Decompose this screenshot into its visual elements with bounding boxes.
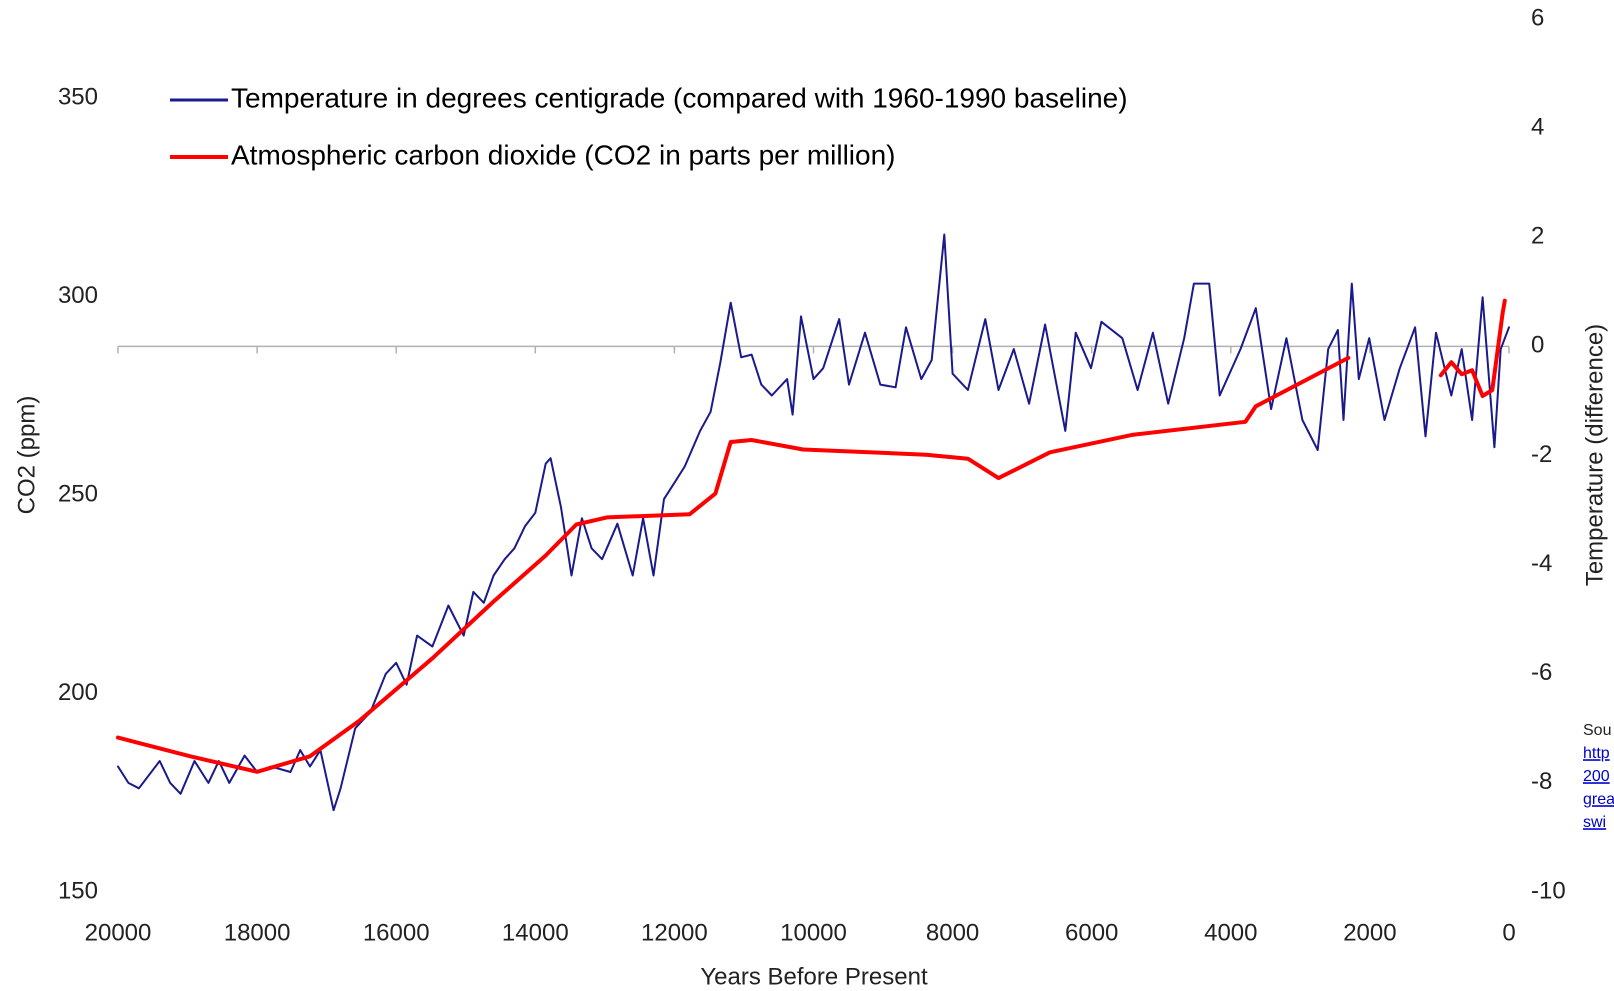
y2-axis-title: Temperature (difference) [1581, 324, 1608, 586]
y-tick-label: 250 [58, 481, 98, 508]
x-axis-title: Years Before Present [700, 963, 928, 990]
x-tick-label: 10000 [780, 919, 847, 946]
y2-tick-label: 6 [1531, 4, 1544, 31]
x-tick-label: 12000 [641, 919, 708, 946]
y2-tick-label: -4 [1531, 550, 1552, 577]
source-link[interactable]: swi [1583, 814, 1606, 831]
y2-tick-label: 2 [1531, 223, 1544, 250]
y2-tick-label: 4 [1531, 113, 1544, 140]
y-tick-label: 350 [58, 84, 98, 111]
data-line [117, 233, 1510, 812]
x-tick-label: 8000 [926, 919, 979, 946]
y-tick-label: 300 [58, 282, 98, 309]
y-tick-label: 150 [58, 877, 98, 904]
x-tick-label: 2000 [1343, 919, 1396, 946]
x-tick-label: 4000 [1204, 919, 1257, 946]
legend-label: Atmospheric carbon dioxide (CO2 in parts… [231, 139, 896, 170]
source-link[interactable]: http [1583, 745, 1610, 762]
x-tick-label: 6000 [1065, 919, 1118, 946]
y2-tick-label: 0 [1531, 332, 1544, 359]
y2-tick-label: -10 [1531, 877, 1566, 904]
x-tick-label: 18000 [224, 919, 291, 946]
data-line [116, 298, 1507, 774]
y2-tick-label: -8 [1531, 768, 1552, 795]
x-tick-label: 14000 [502, 919, 569, 946]
x-tick-label: 20000 [85, 919, 152, 946]
y-tick-label: 200 [58, 679, 98, 706]
legend-label: Temperature in degrees centigrade (compa… [231, 82, 1128, 113]
y2-tick-label: -2 [1531, 441, 1552, 468]
x-tick-label: 16000 [363, 919, 430, 946]
source-note: Sou [1583, 722, 1611, 739]
y-axis-title: CO2 (ppm) [13, 396, 40, 515]
x-tick-label: 0 [1502, 919, 1515, 946]
source-link[interactable]: 200 [1583, 768, 1610, 785]
source-link[interactable]: grea [1583, 791, 1614, 808]
y2-tick-label: -6 [1531, 659, 1552, 686]
